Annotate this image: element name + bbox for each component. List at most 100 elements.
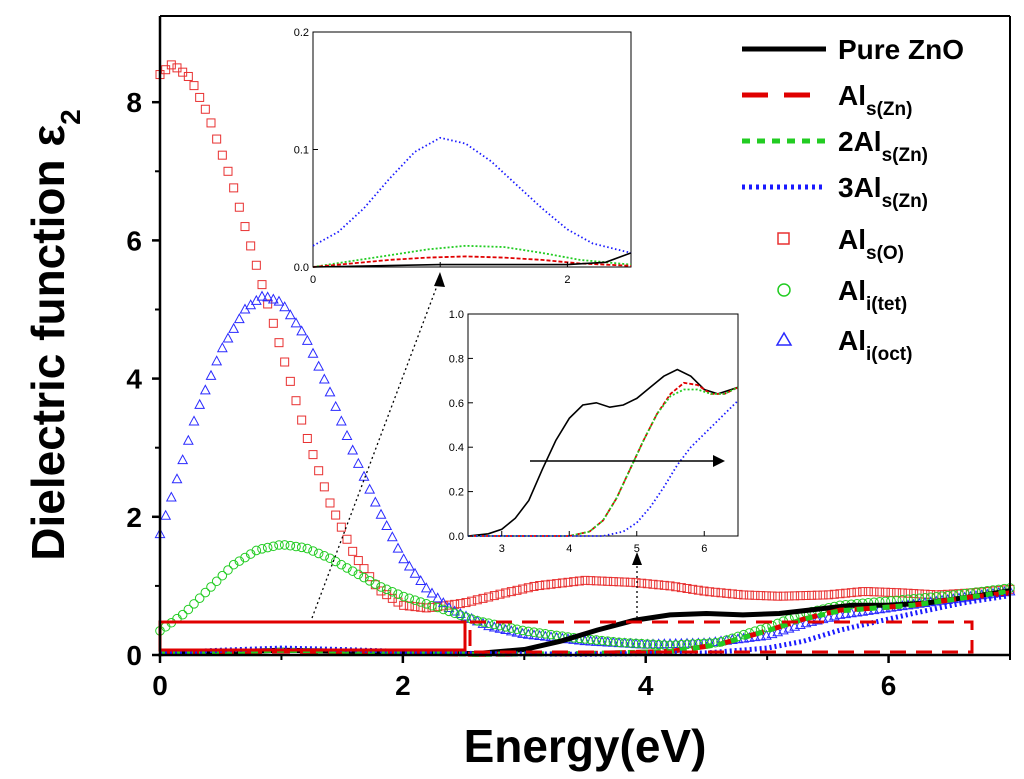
point-alitet (257, 544, 267, 554)
point-also (484, 592, 494, 602)
point-also (302, 433, 312, 443)
point-also (875, 587, 885, 597)
inset-x-tick-label: 1 (437, 274, 443, 286)
point-also (812, 590, 822, 600)
main-axes (158, 15, 1011, 657)
point-also (648, 579, 658, 589)
legend-item-alszn: Als(Zn) (742, 80, 912, 120)
inset-y-tick-label: 0.0 (294, 262, 309, 274)
point-also (234, 202, 244, 212)
point-alitet (359, 572, 369, 583)
y-axis-label-subscript: 2 (55, 109, 86, 125)
point-also (795, 591, 805, 601)
point-also (625, 577, 635, 587)
legend-item-also: Als(O) (777, 224, 904, 264)
point-alitet (268, 541, 279, 552)
inset-line-2alszn (312, 244, 632, 268)
point-alitet (455, 610, 466, 620)
legend-label-subscript: s(Zn) (882, 191, 928, 212)
point-alioct (409, 567, 421, 578)
point-alitet (432, 602, 443, 613)
point-alitet (177, 609, 188, 620)
legend-label-subscript: s(Zn) (866, 99, 912, 120)
legend-item-3alszn: 3Als(Zn) (742, 172, 928, 212)
legend-marker-triangle (775, 331, 793, 346)
legend-item-2alszn: 2Als(Zn) (742, 126, 928, 166)
point-alitet (404, 593, 415, 604)
point-alioct (318, 373, 330, 384)
point-also (557, 578, 567, 588)
point-alioct (670, 637, 682, 648)
inset-line-3alszn (312, 136, 632, 254)
point-also (274, 338, 284, 348)
point-also (206, 118, 216, 128)
point-alioct (500, 623, 512, 635)
point-alitet (336, 559, 347, 570)
inset-line-pure (467, 368, 739, 537)
point-alioct (211, 355, 223, 366)
point-alitet (625, 638, 636, 648)
point-alitet (347, 566, 358, 576)
point-alioct (590, 635, 602, 646)
point-also (217, 150, 227, 160)
point-alioct (290, 317, 302, 328)
x-tick-label: 6 (881, 670, 897, 701)
point-also (535, 581, 545, 591)
point-alioct (398, 553, 410, 564)
point-also (801, 591, 811, 601)
inset-y-tick-label: 0.6 (449, 398, 464, 410)
point-also (166, 60, 176, 70)
legend: Pure ZnO Als(Zn) 2Als(Zn) 3Als(Zn) Als(O) Ali… (742, 34, 964, 365)
point-alitet (387, 586, 398, 597)
point-alitet (330, 556, 341, 567)
point-also (501, 588, 511, 598)
point-alitet (410, 595, 420, 605)
point-alioct (335, 415, 347, 426)
point-also (603, 576, 613, 586)
point-alitet (160, 621, 171, 632)
point-also (574, 576, 584, 586)
point-also (325, 498, 335, 508)
point-also (841, 588, 851, 598)
point-also (353, 556, 363, 566)
point-alitet (217, 570, 228, 581)
inset-y-tick-label: 0.0 (449, 531, 464, 543)
point-alitet (342, 563, 352, 573)
point-alioct (347, 444, 359, 455)
point-also (716, 588, 726, 598)
point-alioct (709, 636, 721, 647)
point-alitet (449, 608, 460, 619)
point-also (676, 583, 686, 593)
point-also (348, 546, 358, 556)
point-also (280, 357, 290, 367)
point-alitet (194, 593, 205, 604)
y-axis-label: Dielectric function ε2 (22, 109, 86, 560)
point-alioct (517, 627, 529, 638)
point-alioct (415, 575, 427, 586)
point-also (563, 577, 573, 587)
point-alioct (522, 628, 534, 639)
point-also (291, 396, 301, 406)
inset-x-tick-label: 2 (564, 274, 570, 286)
point-also (784, 591, 794, 601)
point-alitet (308, 546, 318, 556)
low-energy-highlight-box (158, 620, 467, 652)
point-alioct (182, 434, 194, 445)
point-alitet (682, 639, 692, 650)
point-alioct (653, 638, 665, 649)
point-also (892, 588, 902, 598)
point-alitet (376, 582, 386, 592)
inset-y-tick-label: 0.1 (294, 145, 309, 157)
point-also (263, 299, 273, 309)
point-alitet (370, 579, 381, 589)
point-also (212, 134, 222, 144)
inset-y-tick-label: 1.0 (449, 309, 464, 321)
point-alioct (307, 347, 319, 358)
point-alitet (642, 639, 653, 649)
point-also (767, 591, 777, 601)
point-alioct (194, 398, 206, 409)
point-alioct (284, 309, 296, 320)
point-also (654, 580, 664, 590)
point-also (297, 415, 307, 425)
point-alioct (585, 635, 597, 646)
